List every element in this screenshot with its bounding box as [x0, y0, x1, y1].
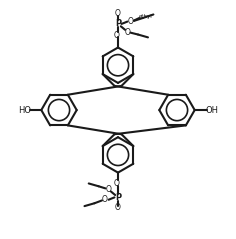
Text: P: P: [115, 193, 121, 202]
Text: O: O: [113, 179, 119, 188]
Text: O: O: [125, 28, 130, 37]
Text: O: O: [128, 17, 134, 26]
Text: P: P: [115, 19, 121, 28]
Text: HO: HO: [18, 106, 31, 114]
Text: O: O: [102, 195, 108, 204]
Text: OH: OH: [205, 106, 218, 114]
Text: O: O: [115, 9, 121, 18]
Text: O: O: [115, 203, 121, 212]
Text: O: O: [106, 185, 111, 194]
Text: O: O: [113, 31, 119, 40]
Text: ethyl: ethyl: [139, 14, 153, 19]
